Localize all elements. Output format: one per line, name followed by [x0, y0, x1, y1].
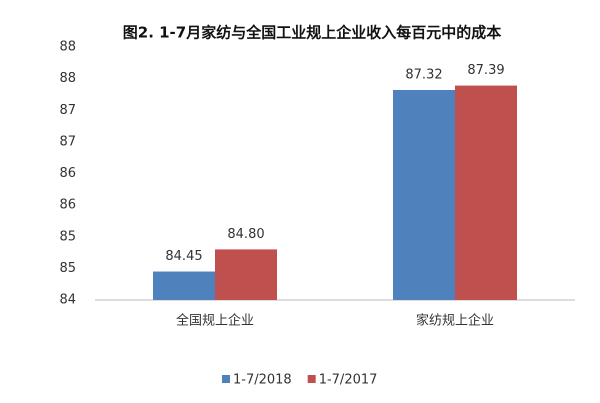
bar	[455, 85, 517, 301]
value-label: 84.80	[227, 227, 264, 242]
y-tick-label: 88	[59, 71, 76, 86]
bar	[393, 90, 455, 300]
y-tick-label: 84	[59, 293, 76, 308]
value-label: 87.32	[405, 68, 442, 83]
legend-label: 1-7/2018	[233, 373, 292, 388]
y-tick-label: 87	[59, 103, 76, 118]
y-tick-label: 88	[59, 40, 76, 55]
y-tick-label: 86	[59, 166, 76, 181]
legend-label: 1-7/2017	[319, 373, 378, 388]
y-tick-label: 85	[59, 261, 76, 276]
value-label: 87.39	[467, 63, 504, 78]
x-tick-label: 全国规上企业	[176, 313, 254, 329]
bar	[215, 249, 277, 300]
bar	[153, 271, 215, 300]
value-label: 84.45	[165, 249, 202, 264]
y-tick-label: 86	[59, 198, 76, 213]
legend-swatch	[307, 375, 316, 383]
y-tick-label: 85	[59, 229, 76, 244]
y-tick-label: 87	[59, 134, 76, 149]
x-tick-label: 家纺规上企业	[416, 313, 494, 329]
chart-title: 图2. 1-7月家纺与全国工业规上企业收入每百元中的成本	[123, 24, 501, 42]
legend-swatch	[222, 375, 230, 383]
